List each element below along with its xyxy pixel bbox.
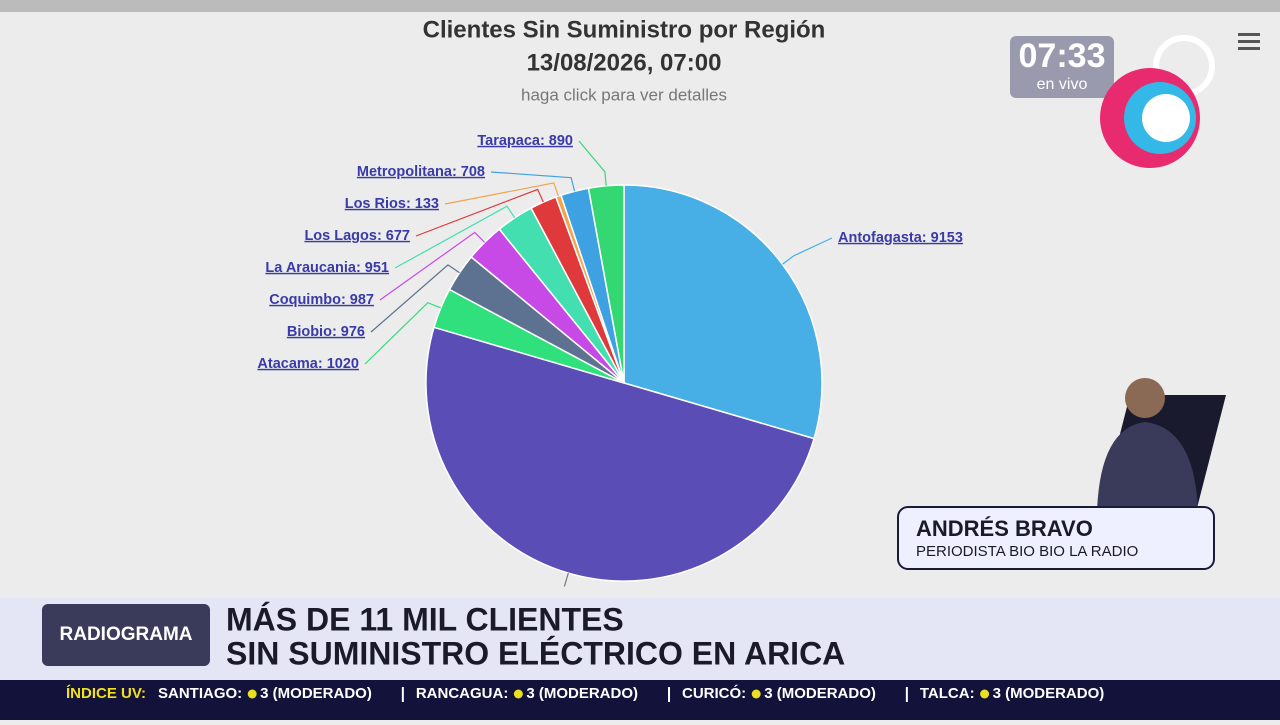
menu-bar <box>1238 33 1260 36</box>
reporter-role: PERIODISTA BIO BIO LA RADIO <box>916 543 1138 560</box>
ticker-level: 3 (MODERADO) <box>993 685 1105 702</box>
slice-label: Biobio: 976 <box>287 324 365 340</box>
ticker-city: SANTIAGO: <box>158 685 242 702</box>
leader-line <box>364 301 441 365</box>
slice-label: Los Rios: 133 <box>345 196 439 212</box>
pie: Antofagasta: 9153 Atacama: 1020 Biobio: 97… <box>257 133 963 587</box>
ticker <box>0 680 1280 720</box>
program-box <box>42 604 210 666</box>
leader-line <box>563 572 569 587</box>
ticker-dot <box>751 689 761 699</box>
clock-box <box>1010 36 1114 98</box>
slice-label: Tarapaca: 890 <box>477 133 573 149</box>
leader-line <box>394 205 516 269</box>
slice-label: Atacama: 1020 <box>257 356 359 372</box>
reporter-name: ANDRÉS BRAVO <box>916 516 1093 541</box>
banner <box>0 598 1280 680</box>
ticker-dot <box>513 689 523 699</box>
top-shade <box>0 0 1280 12</box>
ticker-sep <box>668 687 671 702</box>
ticker-dot <box>247 689 257 699</box>
ticker-city: CURICÓ: <box>682 684 746 702</box>
leader-line <box>782 237 833 265</box>
leader-line <box>370 264 460 333</box>
headline-line: MÁS DE 11 MIL CLIENTES <box>226 601 624 637</box>
leader-line <box>578 140 607 186</box>
leader-line <box>379 231 486 301</box>
leader-line <box>444 182 560 205</box>
chart-subtitle: 13/08/2026, 07:00 <box>527 49 722 76</box>
ticker-title: ÍNDICE UV: <box>66 685 146 702</box>
ticker-level: 3 (MODERADO) <box>260 685 372 702</box>
slice-label: Coquimbo: 987 <box>269 292 374 308</box>
slice-label: Metropolitana: 708 <box>357 164 485 180</box>
logo-core <box>1142 94 1190 142</box>
chart-title: Clientes Sin Suministro por Región <box>423 16 826 43</box>
reporter-box <box>897 506 1215 570</box>
chart-note: haga click para ver detalles <box>521 85 727 104</box>
leader-line <box>415 188 544 237</box>
leader-line <box>490 171 576 192</box>
ticker-city: TALCA: <box>920 685 975 702</box>
ticker-sep <box>401 687 404 702</box>
ticker-level: 3 (MODERADO) <box>764 685 876 702</box>
clock-status: en vivo <box>1037 76 1088 93</box>
program-name: RADIOGRAMA <box>60 624 193 645</box>
headline-line: SIN SUMINISTRO ELÉCTRICO EN ARICA <box>226 635 845 671</box>
slice-label: La Araucania: 951 <box>265 260 389 276</box>
pie-slice <box>587 184 625 384</box>
slice-label: Antofagasta: 9153 <box>838 230 963 246</box>
ticker-level: 3 (MODERADO) <box>526 685 638 702</box>
ticker-items: SANTIAGO: 3 (MODERADO) RANCAGUA: 3 (MODERAD… <box>158 684 1104 702</box>
ticker-dot <box>980 689 990 699</box>
reporter-head <box>1125 378 1165 418</box>
clock-time: 07:33 <box>1019 37 1106 75</box>
reporter-body <box>1097 422 1198 512</box>
ticker-city: RANCAGUA: <box>416 685 509 702</box>
ticker-sep <box>905 687 908 702</box>
slice-label: Los Lagos: 677 <box>304 228 410 244</box>
menu-bar <box>1238 47 1260 50</box>
menu-bar <box>1238 40 1260 43</box>
